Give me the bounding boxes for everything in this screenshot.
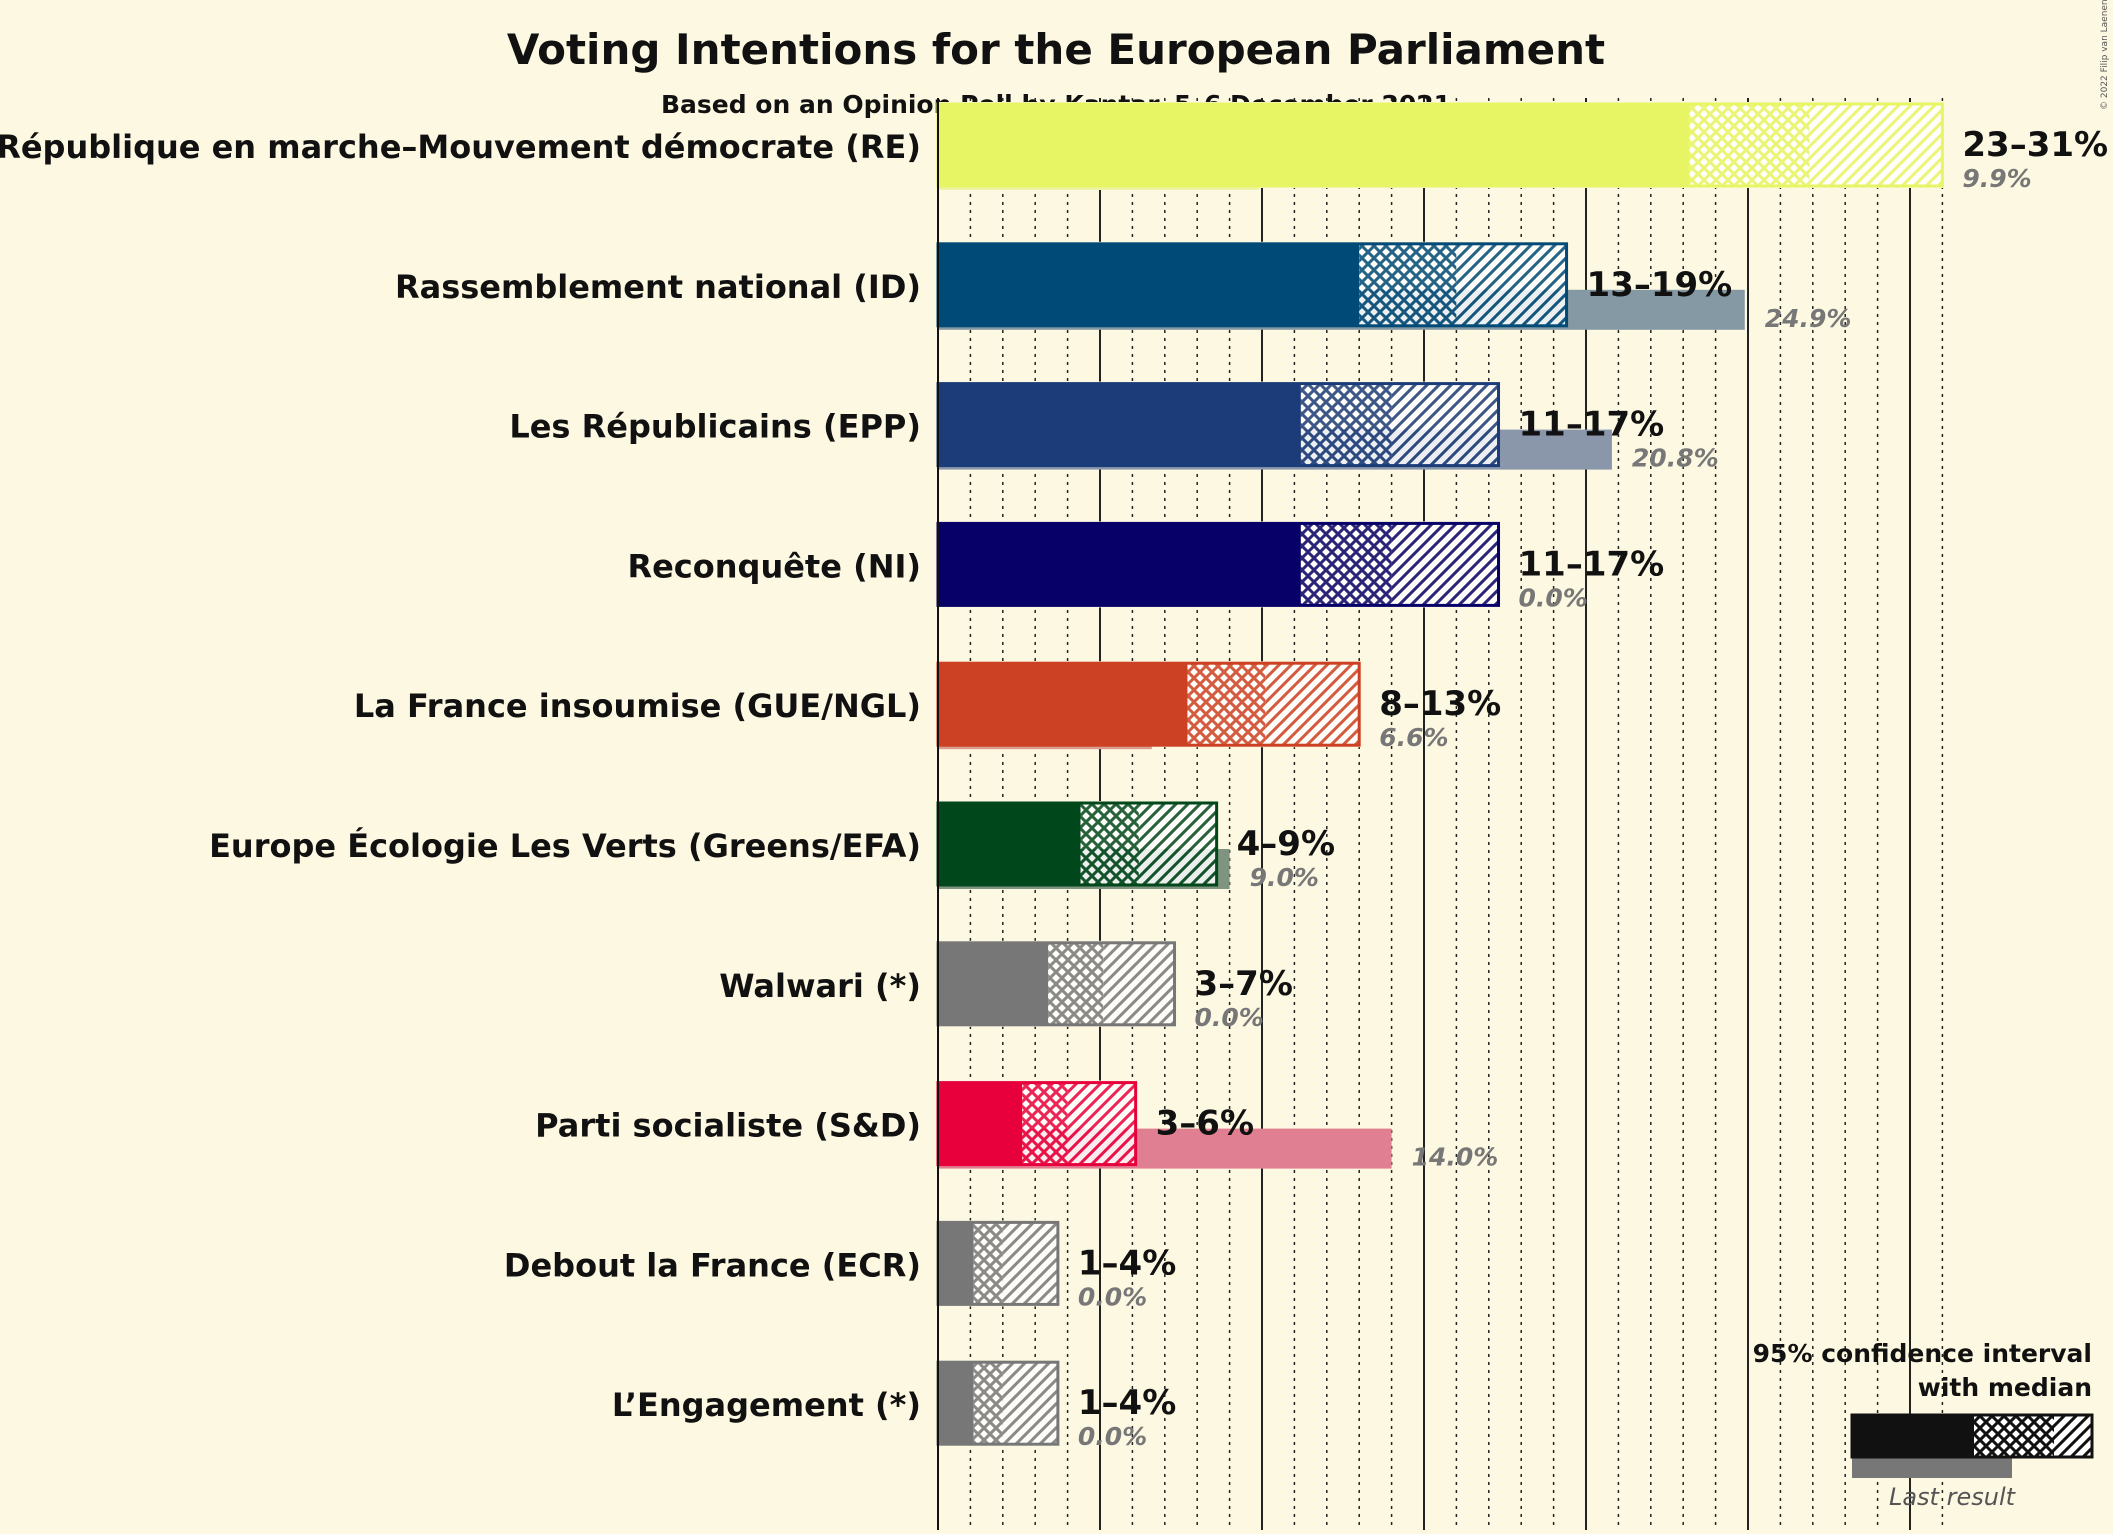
- bar-solid: [938, 1082, 1023, 1165]
- bar-ci-lower: [1300, 383, 1392, 466]
- legend: 95% confidence interval with median Last…: [1753, 1339, 2094, 1511]
- bar-ci-lower: [1300, 523, 1392, 606]
- bar-solid: [938, 942, 1049, 1025]
- bar-ci-upper: [1002, 1222, 1058, 1305]
- bar-solid: [938, 1222, 974, 1305]
- range-label: 3–6%: [1156, 1104, 1254, 1144]
- legend-last-result-swatch: [1852, 1456, 2012, 1478]
- bar-solid: [938, 803, 1081, 885]
- bars-layer: La République en marche–Mouvement démocr…: [0, 98, 2108, 1530]
- bar-ci-upper: [1391, 523, 1499, 606]
- range-label: 3–7%: [1195, 964, 1293, 1004]
- party-label: Reconquête (NI): [627, 547, 921, 585]
- last-result-label: 20.8%: [1632, 444, 1719, 473]
- range-label: 23–31%: [1962, 125, 2108, 165]
- copyright: © 2022 Filip van Laenen: [2100, 0, 2110, 110]
- legend-title-line1: 95% confidence interval: [1753, 1339, 2092, 1368]
- bar-ci-lower: [1022, 1082, 1068, 1165]
- range-label: 13–19%: [1587, 265, 1733, 305]
- range-label: 1–4%: [1078, 1383, 1176, 1423]
- last-result-label: 9.9%: [1962, 164, 2031, 193]
- legend-title-line2: with median: [1918, 1373, 2092, 1402]
- party-label: Les Républicains (EPP): [509, 408, 921, 446]
- legend-hatch-swatch: [2054, 1415, 2092, 1457]
- bar-ci-upper: [1456, 243, 1567, 326]
- bar-ci-upper: [1067, 1082, 1136, 1165]
- party-label: Rassemblement national (ID): [395, 268, 921, 306]
- legend-crosshatch-swatch: [1974, 1415, 2054, 1457]
- bar-ci-lower: [1080, 803, 1139, 885]
- last-result-label: 14.0%: [1412, 1143, 1499, 1172]
- party-label: L’Engagement (*): [612, 1386, 921, 1424]
- bar-ci-lower: [1359, 243, 1457, 326]
- party-label: Parti socialiste (S&D): [535, 1107, 921, 1145]
- bar-ci-upper: [1138, 803, 1217, 885]
- bar-ci-upper: [1265, 663, 1360, 746]
- bar-ci-lower: [1689, 104, 1810, 186]
- bar-solid: [938, 243, 1360, 326]
- bar-ci-upper: [1809, 104, 1943, 186]
- legend-outline: [1850, 1413, 2094, 1459]
- last-result-label: 0.0%: [1078, 1282, 1147, 1311]
- bar-ci-lower: [1048, 942, 1104, 1025]
- bar-solid: [938, 523, 1301, 606]
- bar-ci-upper: [1002, 1362, 1058, 1445]
- party-label: Debout la France (ECR): [504, 1246, 921, 1284]
- last-result-label: 24.9%: [1765, 304, 1852, 333]
- bar-ci-lower: [1187, 663, 1266, 746]
- last-result-label: 0.0%: [1519, 583, 1588, 612]
- range-label: 11–17%: [1519, 405, 1665, 445]
- last-result-label: 9.0%: [1250, 863, 1319, 892]
- party-label: Walwari (*): [719, 967, 921, 1005]
- party-label: La France insoumise (GUE/NGL): [354, 687, 921, 725]
- range-label: 11–17%: [1519, 544, 1665, 584]
- bar-solid: [938, 663, 1188, 746]
- range-label: 8–13%: [1379, 684, 1501, 724]
- last-result-label: 0.0%: [1195, 1003, 1264, 1032]
- range-label: 4–9%: [1237, 824, 1335, 864]
- bar-ci-upper: [1391, 383, 1499, 466]
- bar-solid: [938, 104, 1690, 186]
- party-label: Europe Écologie Les Verts (Greens/EFA): [209, 827, 921, 865]
- bar-solid: [938, 1362, 974, 1445]
- bar-solid: [938, 383, 1301, 466]
- bar-ci-upper: [1103, 942, 1175, 1025]
- chart-title: Voting Intentions for the European Parli…: [507, 25, 1605, 74]
- bar-ci-lower: [973, 1362, 1003, 1445]
- last-result-label: 0.0%: [1078, 1422, 1147, 1451]
- range-label: 1–4%: [1078, 1243, 1176, 1283]
- last-result-label: 6.6%: [1379, 723, 1448, 752]
- party-label: La République en marche–Mouvement démocr…: [0, 128, 921, 166]
- legend-solid-swatch: [1852, 1415, 1974, 1457]
- bar-ci-lower: [973, 1222, 1003, 1305]
- legend-last-result-label: Last result: [1889, 1483, 2017, 1511]
